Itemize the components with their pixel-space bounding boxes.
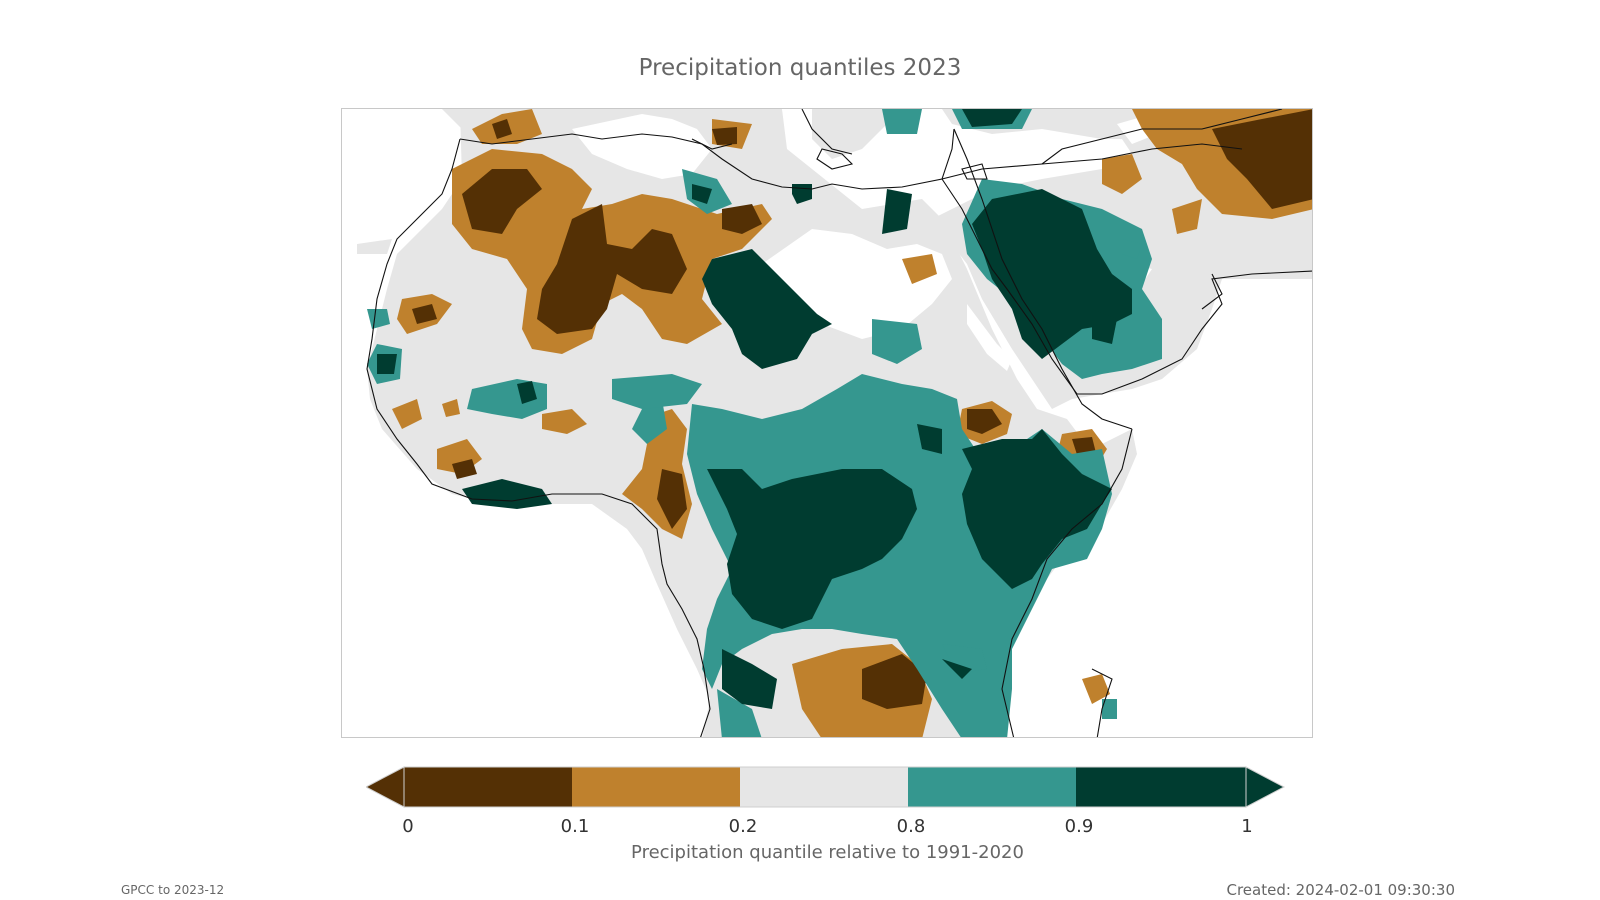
map-title: Precipitation quantiles 2023 [638,55,962,81]
wet-extreme-regions [377,109,1132,709]
colorbar-tick-0: 0 [402,816,414,837]
colorbar-tick-0.9: 0.9 [1064,816,1094,837]
colorbar [366,766,1286,808]
colorbar-min-extend [366,766,405,808]
colorbar-bin-0.2-0.8 [740,767,908,807]
precipitation-map[interactable] [341,108,1313,738]
colorbar-bin-0.1-0.2 [572,767,740,807]
colorbar-bin-0-0.1 [404,767,572,807]
colorbar-tick-0.1: 0.1 [560,816,590,837]
map-canvas [357,109,1312,737]
colorbar-bin-0.8-0.9 [908,767,1076,807]
colorbar-label: Precipitation quantile relative to 1991-… [631,842,1024,863]
coastlines [366,109,1312,737]
colorbar-tick-0.8: 0.8 [896,816,926,837]
colorbar-max-extend [1245,766,1286,808]
created-timestamp: Created: 2024-02-01 09:30:30 [1226,881,1456,899]
data-source-note: GPCC to 2023-12 [121,883,225,897]
colorbar-tick-0.2: 0.2 [728,816,758,837]
colorbar-tick-1: 1 [1241,816,1253,837]
colorbar-outline [403,766,1247,808]
colorbar-bin-0.9-1 [1076,767,1246,807]
